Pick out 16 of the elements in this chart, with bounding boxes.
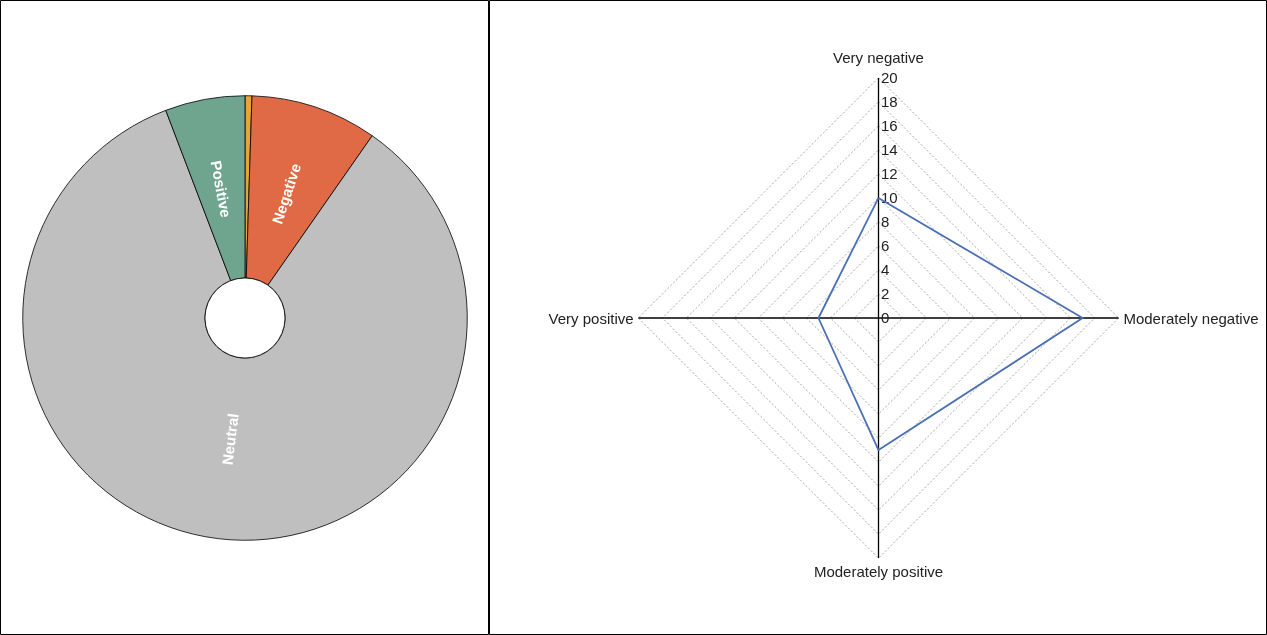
- y-tick-label: 16: [880, 116, 898, 134]
- slice-label: Neutral: [218, 412, 242, 466]
- y-tick-label: 2: [880, 284, 890, 302]
- y-tick-label: 12: [880, 164, 898, 182]
- slice-label: Positive: [207, 159, 235, 219]
- spoke-label: Very positive: [548, 309, 634, 327]
- spoke-label: Moderately positive: [813, 562, 944, 580]
- spoke-label: Moderately negative: [1123, 309, 1259, 327]
- y-tick-label: 6: [880, 236, 890, 254]
- y-tick-label: 14: [880, 140, 898, 158]
- spoke-label: Very negative: [833, 48, 924, 66]
- y-tick-label: 8: [880, 212, 890, 230]
- y-tick-label: 10: [880, 188, 898, 206]
- y-tick-label: 20: [880, 68, 898, 86]
- y-tick-label: 4: [880, 260, 890, 278]
- y-tick-label: 18: [880, 92, 898, 110]
